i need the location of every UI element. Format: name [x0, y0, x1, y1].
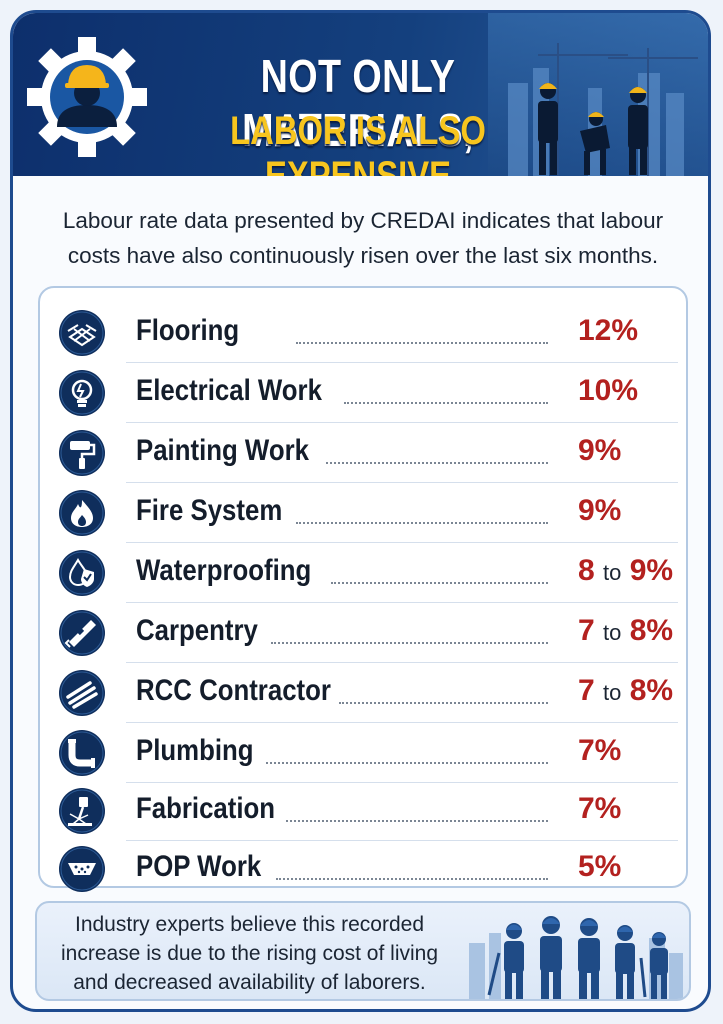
rate-name: POP Work [136, 850, 262, 883]
flame-icon [59, 490, 105, 536]
pipe-icon [59, 730, 105, 776]
row-divider [126, 722, 678, 723]
tiles-icon [59, 310, 105, 356]
rate-row: Plumbing 7% [48, 724, 678, 783]
dotted-leader [339, 702, 548, 704]
title-line-2: LABOR IS ALSO EXPENSIVE [230, 109, 486, 176]
rate-row: Fire System 9% [48, 484, 678, 543]
dotted-leader [344, 402, 548, 404]
rate-row: Carpentry 7 to 8% [48, 604, 678, 663]
row-divider [126, 840, 678, 841]
rate-name: Waterproofing [136, 554, 312, 587]
rate-to-word: to [603, 620, 622, 645]
rate-value: 9% [578, 434, 622, 467]
workers-group-illustration [469, 916, 683, 999]
rate-name: Plumbing [136, 734, 254, 767]
rate-to-word: to [603, 680, 622, 705]
rate-row: Fabrication 7% [48, 782, 678, 841]
rate-name: Carpentry [136, 614, 258, 647]
rate-name: Painting Work [136, 434, 309, 467]
row-divider [126, 362, 678, 363]
rate-name: Fabrication [136, 792, 276, 825]
rate-value: 7% [578, 734, 622, 767]
rate-value: 9% [578, 494, 622, 527]
rate-to: 8% [629, 614, 674, 647]
rate-to-word: to [603, 560, 622, 585]
rebar-icon [59, 670, 105, 716]
rate-value: 5% [578, 850, 622, 883]
rate-name: Electrical Work [136, 374, 322, 407]
rate-value: 12% [578, 314, 639, 347]
row-divider [126, 422, 678, 423]
lightbulb-icon [59, 370, 105, 416]
rate-value: 7 to 8% [578, 674, 673, 708]
water-shield-icon [59, 550, 105, 596]
rate-name: Flooring [136, 314, 240, 347]
dotted-leader [266, 762, 548, 764]
labour-rate-table: Flooring 12% Electrical Work 10% Painting Wo… [38, 286, 688, 892]
saw-icon [59, 610, 105, 656]
dotted-leader [331, 582, 548, 584]
title-line-1: NOT ONLY MATERIALS, [242, 50, 474, 156]
rate-value: 10% [578, 374, 639, 407]
welding-icon [59, 788, 105, 834]
header-banner: NOT ONLY MATERIALS, LABOR IS ALSO EXPENS… [13, 13, 708, 176]
rate-value: 7% [578, 792, 622, 825]
footer-note: Industry experts believe this recorded i… [35, 901, 691, 1001]
rate-from: 8 [578, 554, 595, 587]
infographic-card: NOT ONLY MATERIALS, LABOR IS ALSO EXPENS… [10, 10, 711, 1012]
dotted-leader [326, 462, 548, 464]
row-divider [126, 602, 678, 603]
dotted-leader [286, 820, 548, 822]
worker-gear-icon [27, 37, 147, 157]
rate-value: 7 to 8% [578, 614, 673, 648]
rate-to: 9% [629, 554, 674, 587]
rate-from: 7 [578, 614, 595, 647]
rate-row: Electrical Work 10% [48, 364, 678, 423]
footer-text: Industry experts believe this recorded i… [60, 913, 439, 994]
rate-value: 8 to 9% [578, 554, 673, 588]
row-divider [126, 542, 678, 543]
row-divider [126, 782, 678, 783]
rate-row: Waterproofing 8 to 9% [48, 544, 678, 603]
dotted-leader [296, 342, 548, 344]
rate-from: 7 [578, 674, 595, 707]
rate-row: RCC Contractor 7 to 8% [48, 664, 678, 723]
rate-to: 8% [629, 674, 674, 707]
construction-skyline-illustration [488, 13, 708, 176]
dotted-leader [276, 878, 548, 880]
rate-name: Fire System [136, 494, 283, 527]
dotted-leader [271, 642, 548, 644]
dotted-leader [296, 522, 548, 524]
paint-roller-icon [59, 430, 105, 476]
row-divider [126, 662, 678, 663]
row-divider [126, 482, 678, 483]
intro-text: Labour rate data presented by CREDAI ind… [62, 208, 664, 268]
ceiling-icon [59, 846, 105, 892]
rate-row: POP Work 5% [48, 840, 678, 898]
rate-name: RCC Contractor [136, 674, 331, 707]
rate-row: Flooring 12% [48, 304, 678, 363]
rate-row: Painting Work 9% [48, 424, 678, 483]
